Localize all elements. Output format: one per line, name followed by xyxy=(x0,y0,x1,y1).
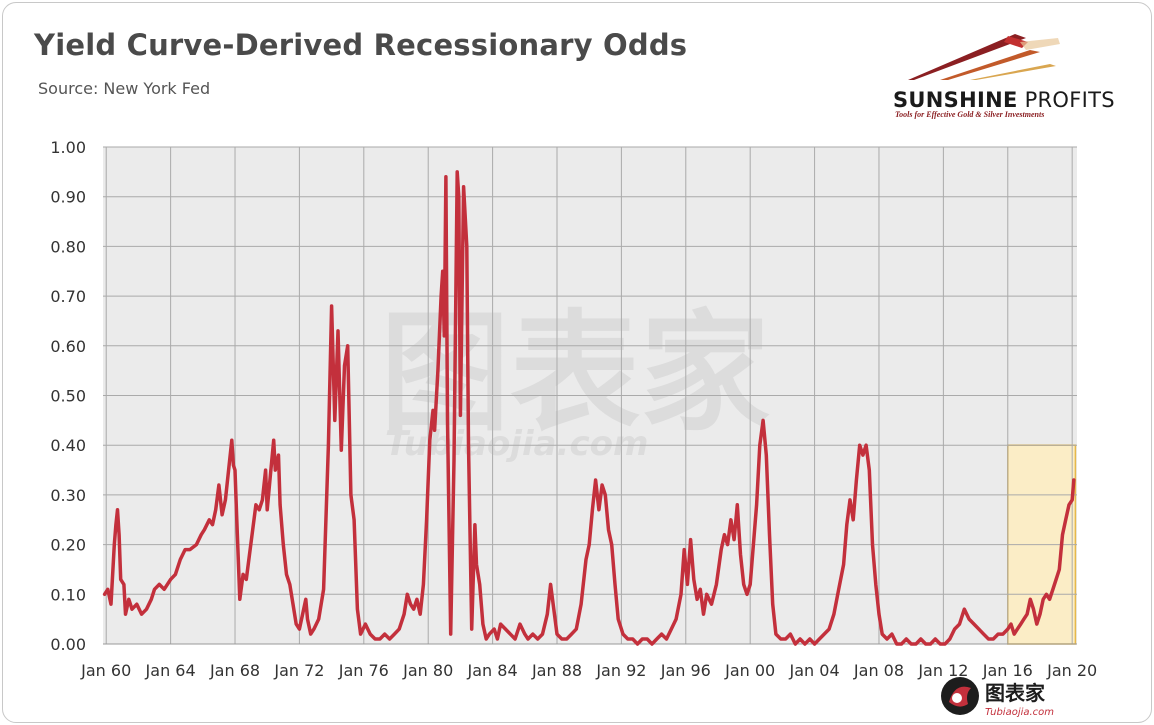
x-tick-label: Jan 76 xyxy=(338,661,389,680)
x-tick-label: Jan 64 xyxy=(145,661,196,680)
y-tick-label: 0.00 xyxy=(50,635,86,654)
x-tick-label: Jan 20 xyxy=(1046,661,1097,680)
x-tick-label: Jan 12 xyxy=(917,661,968,680)
x-tick-label: Jan 88 xyxy=(531,661,582,680)
y-tick-label: 0.50 xyxy=(50,387,86,406)
sunshine-profits-logo-icon xyxy=(908,34,1060,80)
y-tick-label: 0.40 xyxy=(50,436,86,455)
x-tick-label: Jan 92 xyxy=(595,661,646,680)
x-tick-label: Jan 04 xyxy=(789,661,840,680)
y-tick-label: 0.30 xyxy=(50,486,86,505)
svg-text:图表家: 图表家 xyxy=(985,681,1046,705)
y-tick-label: 0.20 xyxy=(50,536,86,555)
x-tick-label: Jan 96 xyxy=(660,661,711,680)
x-tick-label: Jan 84 xyxy=(467,661,518,680)
chart-subtitle: Source: New York Fed xyxy=(38,79,211,98)
x-tick-label: Jan 16 xyxy=(982,661,1033,680)
svg-text:Tubiaojia.com: Tubiaojia.com xyxy=(985,707,1054,718)
tubiaojia-corner-logo-icon: 图表家 Tubiaojia.com xyxy=(941,677,1054,718)
y-tick-label: 1.00 xyxy=(50,138,86,157)
y-tick-label: 0.90 xyxy=(50,188,86,207)
x-tick-label: Jan 60 xyxy=(80,661,131,680)
y-tick-label: 0.70 xyxy=(50,287,86,306)
y-tick-label: 0.80 xyxy=(50,237,86,256)
x-tick-label: Jan 00 xyxy=(724,661,775,680)
series-line-0 xyxy=(102,170,1076,646)
x-tick-label: Jan 80 xyxy=(402,661,453,680)
chart-title: Yield Curve-Derived Recessionary Odds xyxy=(34,28,688,62)
logo-brand: SUNSHINE PROFITS xyxy=(893,88,1115,112)
x-tick-label: Jan 08 xyxy=(853,661,904,680)
y-tick-label: 0.60 xyxy=(50,337,86,356)
logo-tagline: Tools for Effective Gold & Silver Invest… xyxy=(895,110,1045,119)
x-tick-label: Jan 68 xyxy=(209,661,260,680)
svg-text:Tubiaojia.com: Tubiaojia.com xyxy=(385,424,648,464)
x-tick-label: Jan 72 xyxy=(273,661,324,680)
y-tick-label: 0.10 xyxy=(50,585,86,604)
